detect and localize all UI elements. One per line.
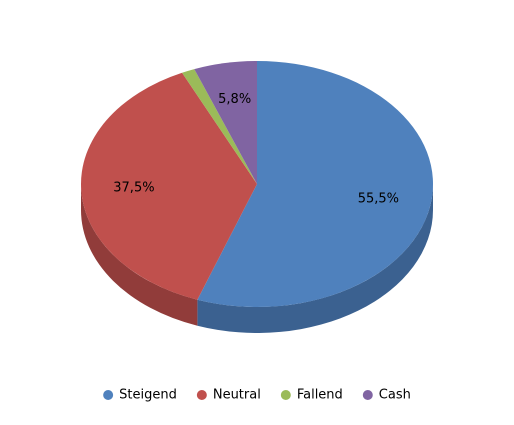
data-label: 5,8% (218, 92, 251, 107)
legend-marker (103, 390, 114, 400)
data-label: 55,5% (358, 191, 399, 206)
data-label: 37,5% (113, 181, 154, 196)
legend-label: Cash (379, 388, 411, 403)
legend-label: Neutral (213, 388, 261, 403)
slice (194, 61, 257, 184)
slice (197, 61, 434, 307)
legend: Steigend Neutral Fallend Cash (103, 388, 411, 403)
slice (81, 72, 257, 300)
slice-side (81, 184, 198, 326)
legend-marker (362, 390, 373, 400)
legend-marker (280, 390, 291, 400)
legend-label: Steigend (119, 388, 177, 403)
slice-side (197, 184, 433, 333)
legend-marker (196, 390, 207, 400)
legend-label: Fallend (297, 388, 343, 403)
slice (182, 69, 257, 184)
